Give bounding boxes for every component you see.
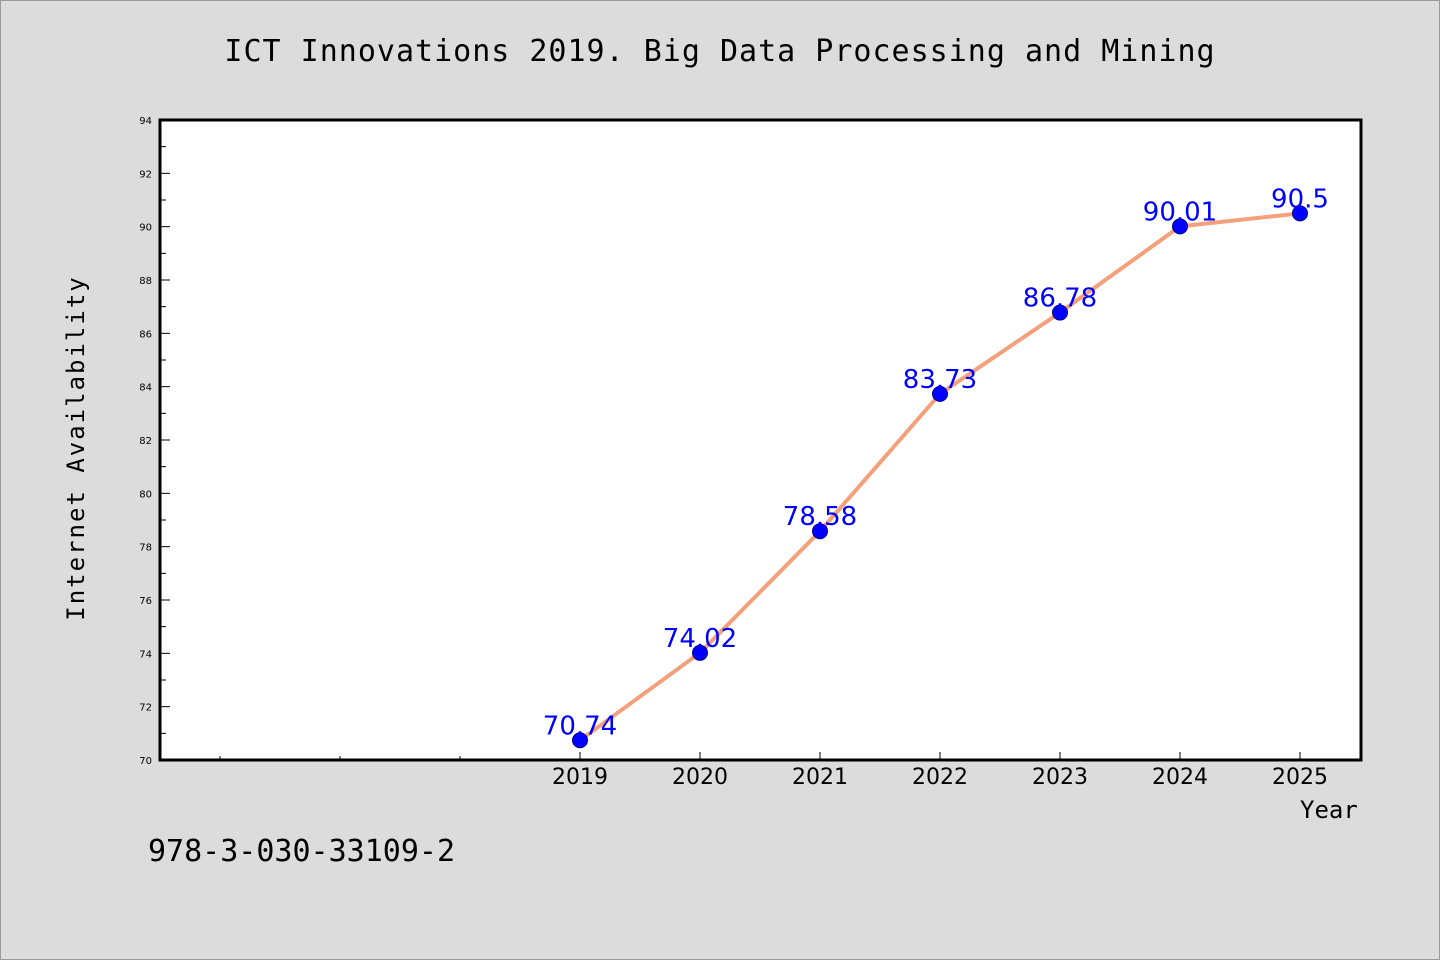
data-point bbox=[932, 385, 948, 402]
x-tick-label: 2020 bbox=[672, 765, 728, 790]
y-tick-label: 80 bbox=[139, 489, 152, 500]
y-tick-label: 74 bbox=[139, 649, 152, 660]
y-axis: 70 72 74 76 78 80 82 84 86 88 90 92 94 bbox=[139, 116, 170, 767]
data-point bbox=[1172, 218, 1188, 235]
y-tick-label: 90 bbox=[139, 223, 152, 234]
x-tick-label: 2024 bbox=[1152, 765, 1208, 790]
x-tick-label: 2023 bbox=[1032, 765, 1088, 790]
y-tick-label: 84 bbox=[139, 383, 152, 394]
isbn-text: 978-3-030-33109-2 bbox=[148, 834, 456, 869]
y-tick-label: 92 bbox=[139, 169, 152, 180]
data-label: 90.5 bbox=[1271, 184, 1329, 214]
data-point bbox=[1292, 205, 1308, 222]
data-label: 70.74 bbox=[543, 711, 617, 741]
y-tick-label: 88 bbox=[139, 276, 152, 287]
data-label: 86.78 bbox=[1023, 284, 1097, 314]
data-point bbox=[812, 523, 828, 540]
plot-area bbox=[158, 118, 1363, 762]
y-tick-label: 78 bbox=[139, 543, 152, 554]
y-tick-label: 76 bbox=[139, 596, 152, 607]
y-tick-label: 94 bbox=[139, 116, 152, 127]
y-tick-label: 86 bbox=[139, 329, 152, 340]
data-point bbox=[572, 732, 588, 749]
data-label: 74.02 bbox=[663, 624, 737, 654]
data-label: 78.58 bbox=[783, 502, 857, 532]
y-tick-label: 82 bbox=[139, 436, 152, 447]
data-point bbox=[1052, 304, 1068, 321]
x-axis: 2019 2020 2021 2022 2023 2024 2025 bbox=[219, 752, 1328, 790]
chart-title: ICT Innovations 2019. Big Data Processin… bbox=[224, 34, 1216, 69]
data-label: 90.01 bbox=[1143, 197, 1217, 227]
x-tick-label: 2021 bbox=[792, 765, 848, 790]
x-tick-label: 2025 bbox=[1272, 765, 1328, 790]
y-tick-label: 70 bbox=[139, 756, 152, 767]
x-tick-label: 2022 bbox=[912, 765, 968, 790]
series-group bbox=[572, 205, 1308, 749]
data-point bbox=[692, 644, 708, 661]
x-tick-label: 2019 bbox=[552, 765, 608, 790]
y-tick-label: 72 bbox=[139, 703, 152, 714]
x-axis-label: Year bbox=[1300, 796, 1358, 824]
data-label: 83.73 bbox=[903, 365, 977, 395]
data-labels: 70.74 74.02 78.58 83.73 86.78 90.01 90.5 bbox=[543, 184, 1329, 741]
